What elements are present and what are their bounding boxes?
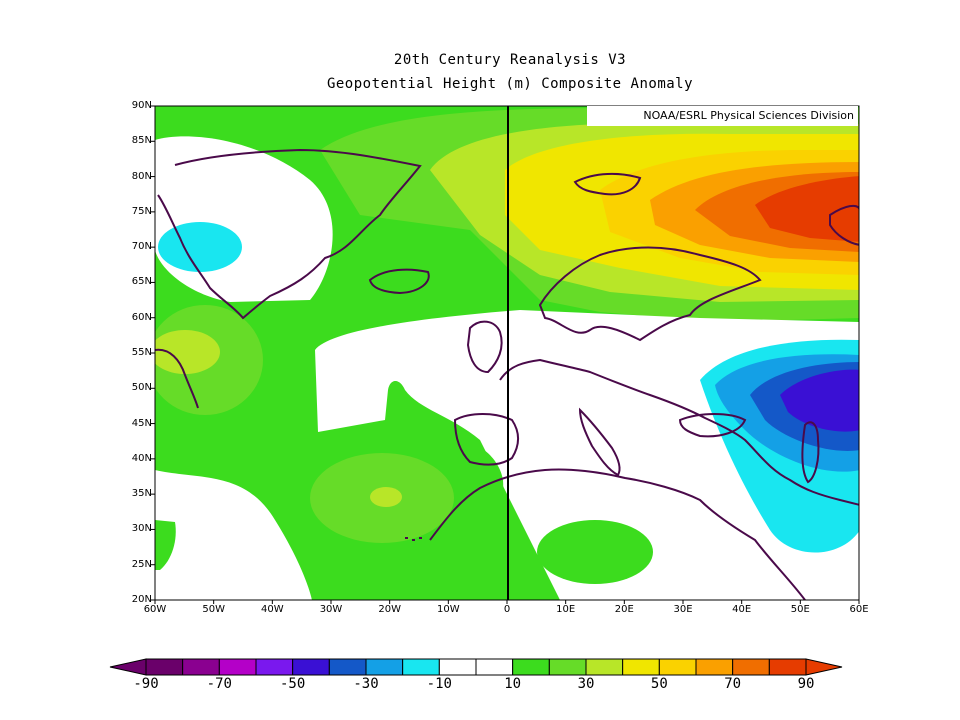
lat-label: 45N <box>131 417 152 429</box>
contour-sahara <box>537 520 653 584</box>
lon-label: 30E <box>673 604 693 615</box>
contour-caspian-70 <box>780 369 859 432</box>
lat-label: 50N <box>131 382 152 394</box>
colorbar <box>109 658 843 676</box>
zero-region-southwest <box>155 470 312 600</box>
colorbar-label: 70 <box>724 676 742 692</box>
contour-sw-strip <box>155 520 176 570</box>
colorbar-label: 10 <box>504 676 522 692</box>
colorbar-swatch <box>548 658 587 676</box>
lat-label: 20N <box>131 594 152 605</box>
colorbar-swatch <box>182 658 220 676</box>
europe-coast <box>499 358 859 506</box>
iberia-coast <box>453 413 519 466</box>
lat-label: 35N <box>131 488 152 500</box>
colorbar-label: -30 <box>353 676 379 692</box>
lon-label: 10E <box>556 604 576 615</box>
contour-africa-coast <box>420 440 504 570</box>
lat-label: 25N <box>131 558 152 570</box>
lon-label: 20E <box>614 604 634 615</box>
lat-label: 85N <box>131 135 152 147</box>
lon-label: 50W <box>202 604 225 615</box>
colorbar-swatch <box>255 658 294 676</box>
lat-label: 55N <box>131 347 152 358</box>
axis-ticks <box>151 105 860 604</box>
colorbar-max-arrow <box>805 658 843 676</box>
colorbar-swatch <box>512 658 550 676</box>
lat-label: 60N <box>131 311 152 323</box>
lon-label: 60E <box>849 604 869 615</box>
novaya-zemlya-coast <box>829 204 859 246</box>
lon-label: 30W <box>319 604 343 615</box>
colorbar-swatch <box>585 658 624 676</box>
colorbar-swatch <box>365 658 404 676</box>
lon-label: 10W <box>437 604 460 615</box>
lat-label: 75N <box>131 205 152 217</box>
lon-label: 0 <box>503 604 511 615</box>
lon-label: 60W <box>143 604 167 615</box>
colorbar-swatch <box>475 658 514 676</box>
colorbar-swatch <box>732 658 770 676</box>
italy-coast <box>578 407 621 477</box>
iceland-coast <box>368 268 430 295</box>
greenland-coast <box>157 148 422 320</box>
map-subtitle: Geopotential Height (m) Composite Anomal… <box>326 76 694 92</box>
lat-label: 70N <box>131 241 152 253</box>
colorbar-swatch <box>658 658 697 676</box>
africa-coast <box>429 468 806 600</box>
lon-label: 40W <box>261 604 284 615</box>
colorbar-label: -50 <box>280 676 306 692</box>
colorbar-swatch <box>695 658 734 676</box>
lat-label: 30N <box>131 523 152 535</box>
lat-label: 65N <box>131 276 152 288</box>
colorbar-swatch <box>328 658 367 676</box>
colorbar-label: 90 <box>797 676 815 692</box>
colorbar-min-arrow <box>109 658 147 676</box>
british-isles-coast <box>466 320 503 374</box>
colorbar-swatch <box>438 658 477 676</box>
coastlines <box>155 148 859 600</box>
colorbar-swatch <box>622 658 660 676</box>
scandinavia-coast <box>538 246 762 342</box>
colorbar-swatch <box>292 658 330 676</box>
map-title: 20th Century Reanalysis V3 <box>393 52 627 68</box>
lat-label: 80N <box>131 170 152 182</box>
canary-islands <box>405 537 422 541</box>
colorbar-label: -10 <box>426 676 452 692</box>
lat-label: 40N <box>131 452 152 464</box>
colorbar-swatch <box>402 658 440 676</box>
lon-label: 50E <box>790 604 810 615</box>
credit-label: NOAA/ESRL Physical Sciences Division <box>587 106 858 126</box>
contour-100 <box>755 176 859 242</box>
svalbard-coast <box>573 172 642 196</box>
contour-labrador-50 <box>155 330 220 374</box>
colorbar-label: -90 <box>133 676 159 692</box>
contour-greenland-neg <box>158 222 242 272</box>
anomaly-field <box>155 106 859 600</box>
colorbar-swatch <box>218 658 257 676</box>
contour-atlantic-50 <box>370 487 402 507</box>
colorbar-swatch <box>145 658 184 676</box>
lat-label: 90N <box>131 100 152 111</box>
colorbar-label: -70 <box>206 676 232 692</box>
lon-label: 40E <box>732 604 752 615</box>
colorbar-label: 50 <box>650 676 668 692</box>
black-sea-coast <box>678 413 747 438</box>
colorbar-label: 30 <box>577 676 595 692</box>
colorbar-swatch <box>768 658 807 676</box>
caspian-coast <box>801 421 820 484</box>
labrador-coast <box>155 348 199 409</box>
lon-label: 20W <box>378 604 401 615</box>
